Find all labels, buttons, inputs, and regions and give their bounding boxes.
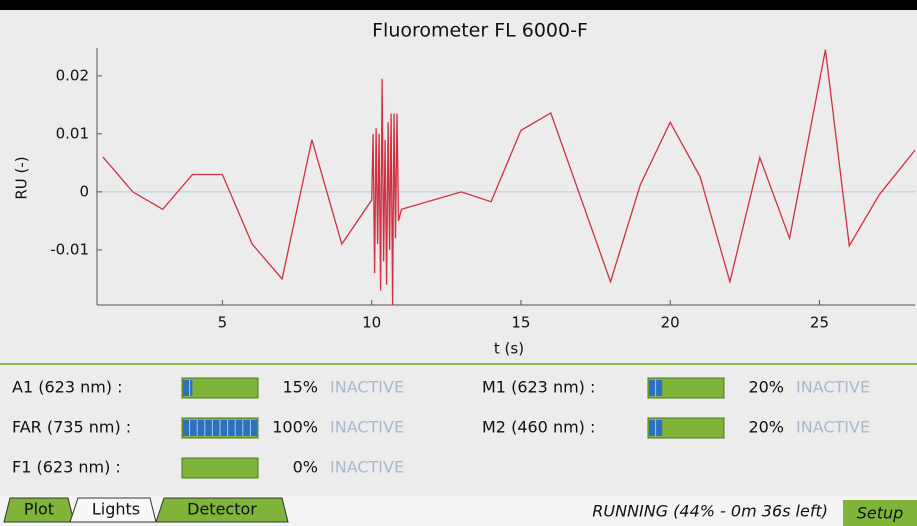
light-label: A1 (623 nm) : — [12, 378, 123, 397]
light-level: 20% — [748, 378, 784, 397]
light-status: INACTIVE — [330, 378, 404, 397]
y-tick-label: 0 — [79, 182, 89, 200]
x-tick-label: 20 — [661, 314, 680, 332]
tab-plot-bg[interactable] — [3, 497, 75, 523]
background — [0, 10, 917, 526]
tab-detector-bg[interactable] — [155, 497, 289, 523]
setup-button[interactable]: Setup — [857, 504, 904, 523]
x-tick-label: 15 — [511, 314, 530, 332]
data-line — [102, 49, 916, 306]
level-bar-bg — [181, 377, 259, 399]
light-level: 100% — [272, 418, 318, 437]
x-tick-label: 25 — [810, 314, 829, 332]
light-level: 0% — [293, 458, 318, 477]
tab-detector[interactable]: Detector — [187, 500, 257, 519]
tab-lights[interactable]: Lights — [92, 500, 140, 519]
x-tick-label: 10 — [362, 314, 381, 332]
light-status: INACTIVE — [796, 418, 870, 437]
level-bar-bg — [181, 457, 259, 479]
level-bar-bg — [647, 377, 725, 399]
light-status: INACTIVE — [330, 418, 404, 437]
chart-title: Fluorometer FL 6000-F — [372, 20, 588, 42]
y-tick-label: 0.01 — [56, 124, 89, 142]
light-level: 20% — [748, 418, 784, 437]
light-status: INACTIVE — [796, 378, 870, 397]
y-tick-label: 0.02 — [56, 66, 89, 84]
setup-button-bg[interactable] — [843, 500, 917, 526]
light-label: F1 (623 nm) : — [12, 458, 121, 477]
tab-lights-bg[interactable] — [69, 497, 157, 523]
y-tick-label: -0.01 — [50, 240, 89, 258]
light-label: M1 (623 nm) : — [482, 378, 595, 397]
level-bar-bg — [647, 417, 725, 439]
light-level: 15% — [282, 378, 318, 397]
light-status: INACTIVE — [330, 458, 404, 477]
y-axis-label: RU (-) — [13, 156, 31, 199]
run-status: RUNNING (44% - 0m 36s left) — [592, 502, 828, 521]
x-tick-label: 5 — [218, 314, 228, 332]
light-label: FAR (735 nm) : — [12, 418, 131, 437]
tab-plot[interactable]: Plot — [24, 500, 54, 519]
light-label: M2 (460 nm) : — [482, 418, 595, 437]
x-axis-label: t (s) — [494, 340, 524, 358]
level-bar — [183, 380, 193, 396]
